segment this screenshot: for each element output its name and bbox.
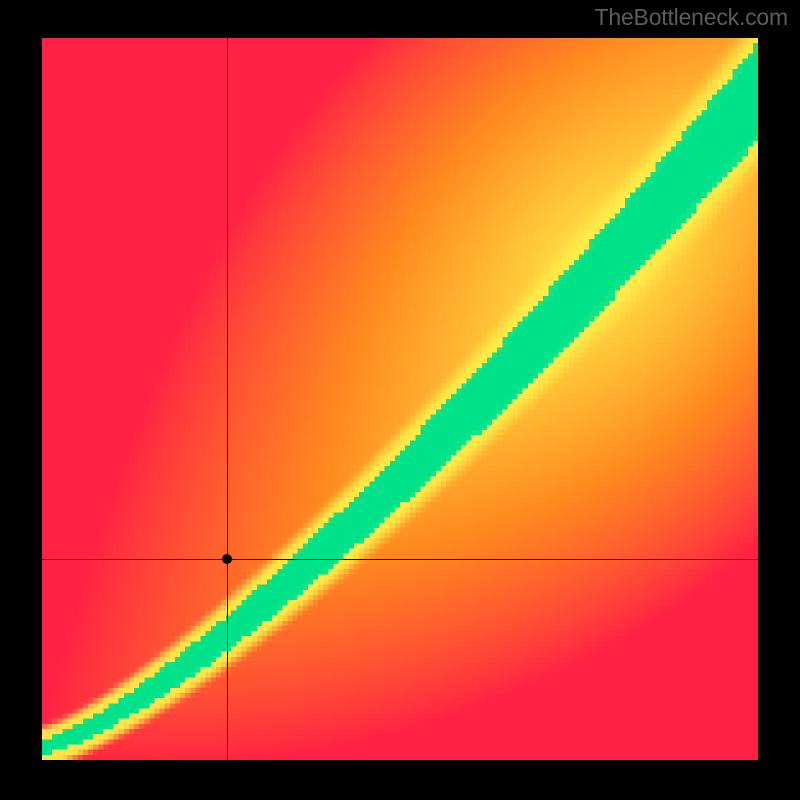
heatmap-plot (42, 38, 758, 760)
heatmap-canvas (42, 38, 758, 760)
crosshair-marker (222, 554, 232, 564)
chart-frame: TheBottleneck.com (0, 0, 800, 800)
crosshair-horizontal (42, 559, 758, 560)
attribution-label: TheBottleneck.com (595, 4, 788, 31)
crosshair-vertical (227, 38, 228, 760)
